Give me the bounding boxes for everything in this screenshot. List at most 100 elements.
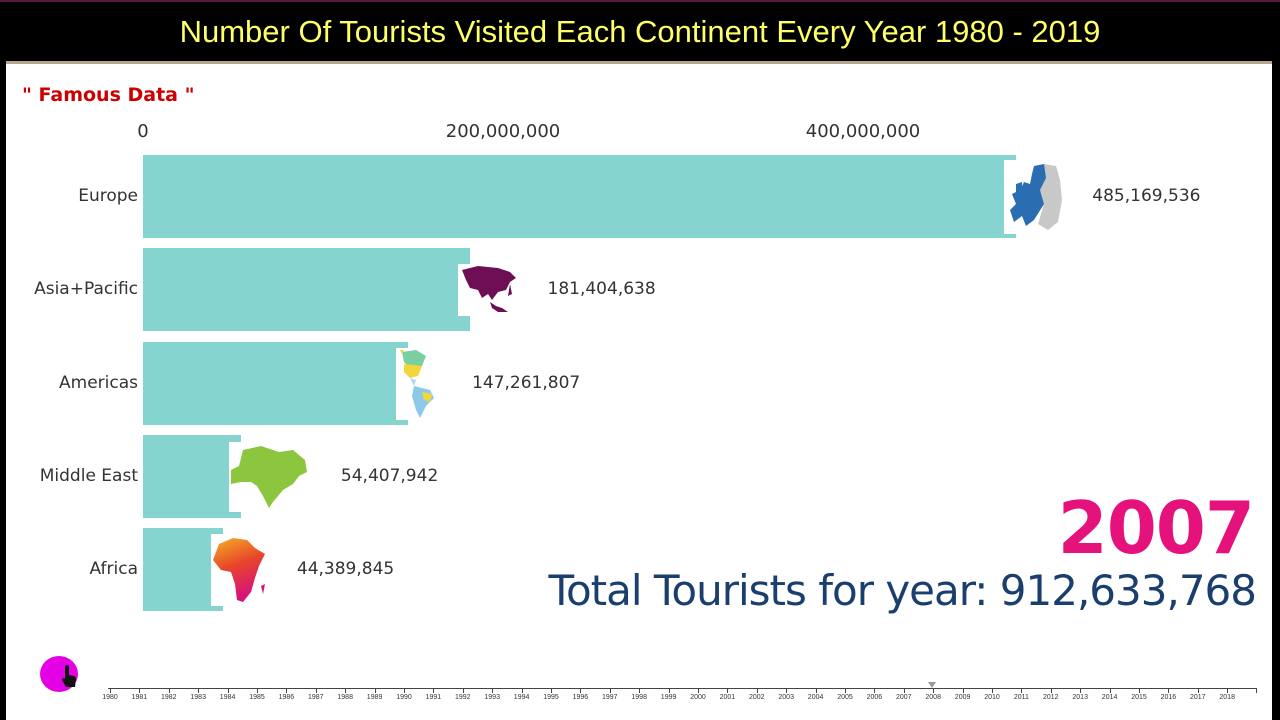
timeline-year-label[interactable]: 1982 xyxy=(161,694,177,701)
bar-fill xyxy=(143,155,1017,238)
timeline-year-label[interactable]: 2002 xyxy=(749,694,765,701)
timeline-tick xyxy=(874,688,876,693)
timeline-year-label[interactable]: 1994 xyxy=(513,694,530,701)
timeline-year-label[interactable]: 1992 xyxy=(455,694,471,701)
value-label: 485,169,536 xyxy=(1092,186,1201,206)
timeline-year-label[interactable]: 2018 xyxy=(1219,694,1235,701)
category-label: Middle East xyxy=(39,466,138,486)
timeline-tick xyxy=(668,688,670,693)
timeline-tick xyxy=(698,688,699,693)
timeline-year-label[interactable]: 2009 xyxy=(954,694,971,701)
timeline-year-label[interactable]: 1995 xyxy=(543,694,559,701)
timeline-year-label[interactable]: 1988 xyxy=(337,694,353,701)
timeline-tick xyxy=(1139,688,1140,693)
timeline-year-label[interactable]: 1983 xyxy=(190,694,206,701)
timeline-tick xyxy=(786,688,788,693)
bar-fill xyxy=(143,435,241,518)
timeline-tick xyxy=(257,688,258,693)
timeline-year-label[interactable]: 2006 xyxy=(866,694,883,701)
value-label: 147,261,807 xyxy=(472,373,581,393)
timeline-year-label[interactable]: 2005 xyxy=(837,694,853,701)
category-label: Americas xyxy=(59,373,138,393)
timeline-year-label[interactable]: 1984 xyxy=(219,694,236,701)
bar-fill xyxy=(143,248,470,331)
timeline-tick xyxy=(756,688,758,693)
timeline-year-label[interactable]: 2016 xyxy=(1160,694,1177,701)
timeline-year-label[interactable]: 2003 xyxy=(778,694,794,701)
timeline-year-label[interactable]: 1987 xyxy=(308,694,324,701)
timeline-tick xyxy=(1109,688,1111,693)
timeline-tick xyxy=(139,688,141,693)
timeline-tick xyxy=(521,688,523,693)
timeline-year-label[interactable]: 1986 xyxy=(278,694,295,701)
timeline-year-label[interactable]: 1997 xyxy=(602,694,618,701)
x-tick-label: 0 xyxy=(137,121,149,142)
timeline-tick xyxy=(227,688,229,693)
timeline-tick xyxy=(962,688,964,693)
timeline-tick xyxy=(639,688,641,693)
timeline-year-label[interactable]: 2004 xyxy=(807,694,824,701)
timeline-tick xyxy=(1197,688,1199,693)
timeline-year-label[interactable]: 1990 xyxy=(396,694,412,701)
x-tick-label: 200,000,000 xyxy=(445,121,561,142)
x-tick-label: 400,000,000 xyxy=(805,121,921,142)
timeline-year-label[interactable]: 2000 xyxy=(690,694,706,701)
timeline-position-marker[interactable] xyxy=(928,682,937,688)
category-label: Europe xyxy=(78,186,138,206)
timeline-year-label[interactable]: 2007 xyxy=(896,694,912,701)
timeline-tick xyxy=(404,688,405,693)
americas-map-icon xyxy=(396,348,445,420)
bar-americas xyxy=(143,342,409,425)
timeline-year-label[interactable]: 1996 xyxy=(572,694,589,701)
timeline-tick xyxy=(462,688,464,693)
bar-fill xyxy=(143,528,223,611)
timeline-year-label[interactable]: 2008 xyxy=(925,694,941,701)
timeline-tick xyxy=(1227,688,1229,693)
timeline-year-label[interactable]: 2012 xyxy=(1043,694,1059,701)
bar-fill xyxy=(143,342,409,425)
timeline-year-label[interactable]: 1980 xyxy=(102,694,118,701)
timeline-year-label[interactable]: 2015 xyxy=(1131,694,1147,701)
bar-asia-pacific xyxy=(143,248,470,331)
timeline-tick xyxy=(1168,688,1170,693)
chart-title: Number Of Tourists Visited Each Continen… xyxy=(179,14,1101,49)
europe-map-icon xyxy=(1004,160,1065,234)
title-bar: Number Of Tourists Visited Each Continen… xyxy=(0,0,1280,61)
timeline-year-label[interactable]: 2014 xyxy=(1101,694,1118,701)
timeline-year-label[interactable]: 1999 xyxy=(660,694,677,701)
timeline-tick xyxy=(1021,688,1023,693)
timeline-year-label[interactable]: 1993 xyxy=(484,694,500,701)
timeline-tick xyxy=(286,688,288,693)
timeline-year-label[interactable]: 1985 xyxy=(249,694,265,701)
total-tourists: Total Tourists for year: 912,633,768 xyxy=(548,566,1257,615)
africa-map-icon xyxy=(210,534,269,606)
timeline-tick xyxy=(903,688,905,693)
timeline-year-label[interactable]: 2013 xyxy=(1072,694,1088,701)
timeline-tick xyxy=(1050,688,1052,693)
timeline-tick xyxy=(433,688,435,693)
timeline-year-label[interactable]: 2001 xyxy=(719,694,736,701)
timeline-year-label[interactable]: 2010 xyxy=(984,694,1000,701)
timeline-year-label[interactable]: 2017 xyxy=(1190,694,1206,701)
timeline-tick xyxy=(345,688,347,693)
timeline-year-label[interactable]: 1981 xyxy=(131,694,148,701)
value-label: 54,407,942 xyxy=(340,466,439,486)
timeline-year-label[interactable]: 2011 xyxy=(1013,694,1029,701)
timeline-tick xyxy=(315,688,317,693)
value-label: 181,404,638 xyxy=(547,279,656,299)
timeline-year-label[interactable]: 1998 xyxy=(631,694,647,701)
timeline-tick xyxy=(933,688,935,693)
bar-africa xyxy=(143,528,223,611)
timeline-tick xyxy=(492,688,494,693)
hand-cursor-icon xyxy=(62,665,76,687)
timeline-year-label[interactable]: 1991 xyxy=(425,694,442,701)
category-label: Africa xyxy=(89,559,139,579)
timeline-year-label[interactable]: 1989 xyxy=(366,694,383,701)
middle-east-map-icon xyxy=(228,442,313,512)
timeline-tick xyxy=(374,688,376,693)
timeline-tick xyxy=(727,688,729,693)
timeline-tick xyxy=(845,688,846,693)
timeline-tick xyxy=(580,688,582,693)
brand-label: " Famous Data " xyxy=(22,84,195,106)
timeline-axis[interactable] xyxy=(108,688,1256,689)
